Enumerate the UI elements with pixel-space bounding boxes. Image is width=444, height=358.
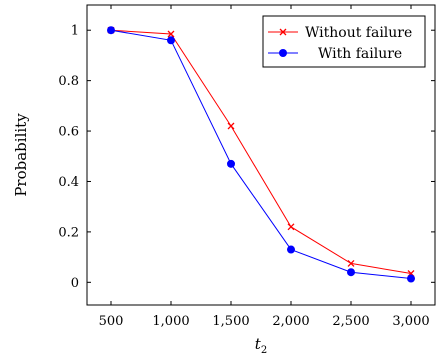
data-point-with-failure [167, 36, 175, 45]
data-point-with-failure [347, 268, 355, 277]
x-tick-label: 500 [99, 314, 124, 329]
legend-label-without-failure: Without failure [305, 25, 412, 41]
x-tick-label: 3,000 [392, 314, 429, 329]
x-axis-ticks: 500 1,000 1,500 2,000 2,500 3,000 [99, 5, 430, 329]
legend-x-marker-icon [279, 28, 287, 36]
legend-entry-without-failure: Without failure [268, 25, 412, 41]
data-point-with-failure [107, 26, 115, 35]
x-axis-title: t2 [255, 335, 267, 356]
y-axis-ticks: 0 0.2 0.4 0.6 0.8 1 [58, 24, 435, 291]
legend-entry-with-failure: With failure [268, 46, 402, 62]
data-point-with-failure [227, 159, 235, 168]
data-point-without-failure [227, 122, 235, 130]
x-tick-label: 1,500 [212, 314, 249, 329]
x-tick-label: 2,500 [332, 314, 369, 329]
x-axis-title-main: t [255, 335, 262, 353]
legend-label-with-failure: With failure [318, 46, 402, 62]
y-tick-label: 0.8 [58, 74, 79, 89]
plot-frame [86, 4, 436, 306]
x-axis-title-subscript: 2 [261, 345, 267, 356]
y-axis-title: Probability [12, 113, 30, 197]
y-tick-label: 1 [71, 24, 79, 39]
series-layer [107, 26, 415, 283]
data-point-without-failure [347, 259, 355, 267]
series-line-with-failure [110, 29, 412, 280]
y-tick-label: 0.6 [58, 125, 79, 140]
series-line-without-failure [110, 29, 412, 274]
data-point-with-failure [407, 274, 415, 283]
legend-circle-marker-icon [279, 49, 287, 57]
y-tick-label: 0.4 [58, 175, 79, 190]
y-tick-label: 0 [71, 276, 79, 291]
data-point-without-failure [287, 223, 295, 231]
data-point-without-failure [167, 30, 175, 38]
y-tick-label: 0.2 [58, 225, 79, 240]
legend: Without failure With failure [262, 15, 426, 68]
data-point-with-failure [287, 245, 295, 254]
legend-box [262, 15, 426, 68]
x-tick-label: 1,000 [152, 314, 189, 329]
x-tick-label: 2,000 [272, 314, 309, 329]
